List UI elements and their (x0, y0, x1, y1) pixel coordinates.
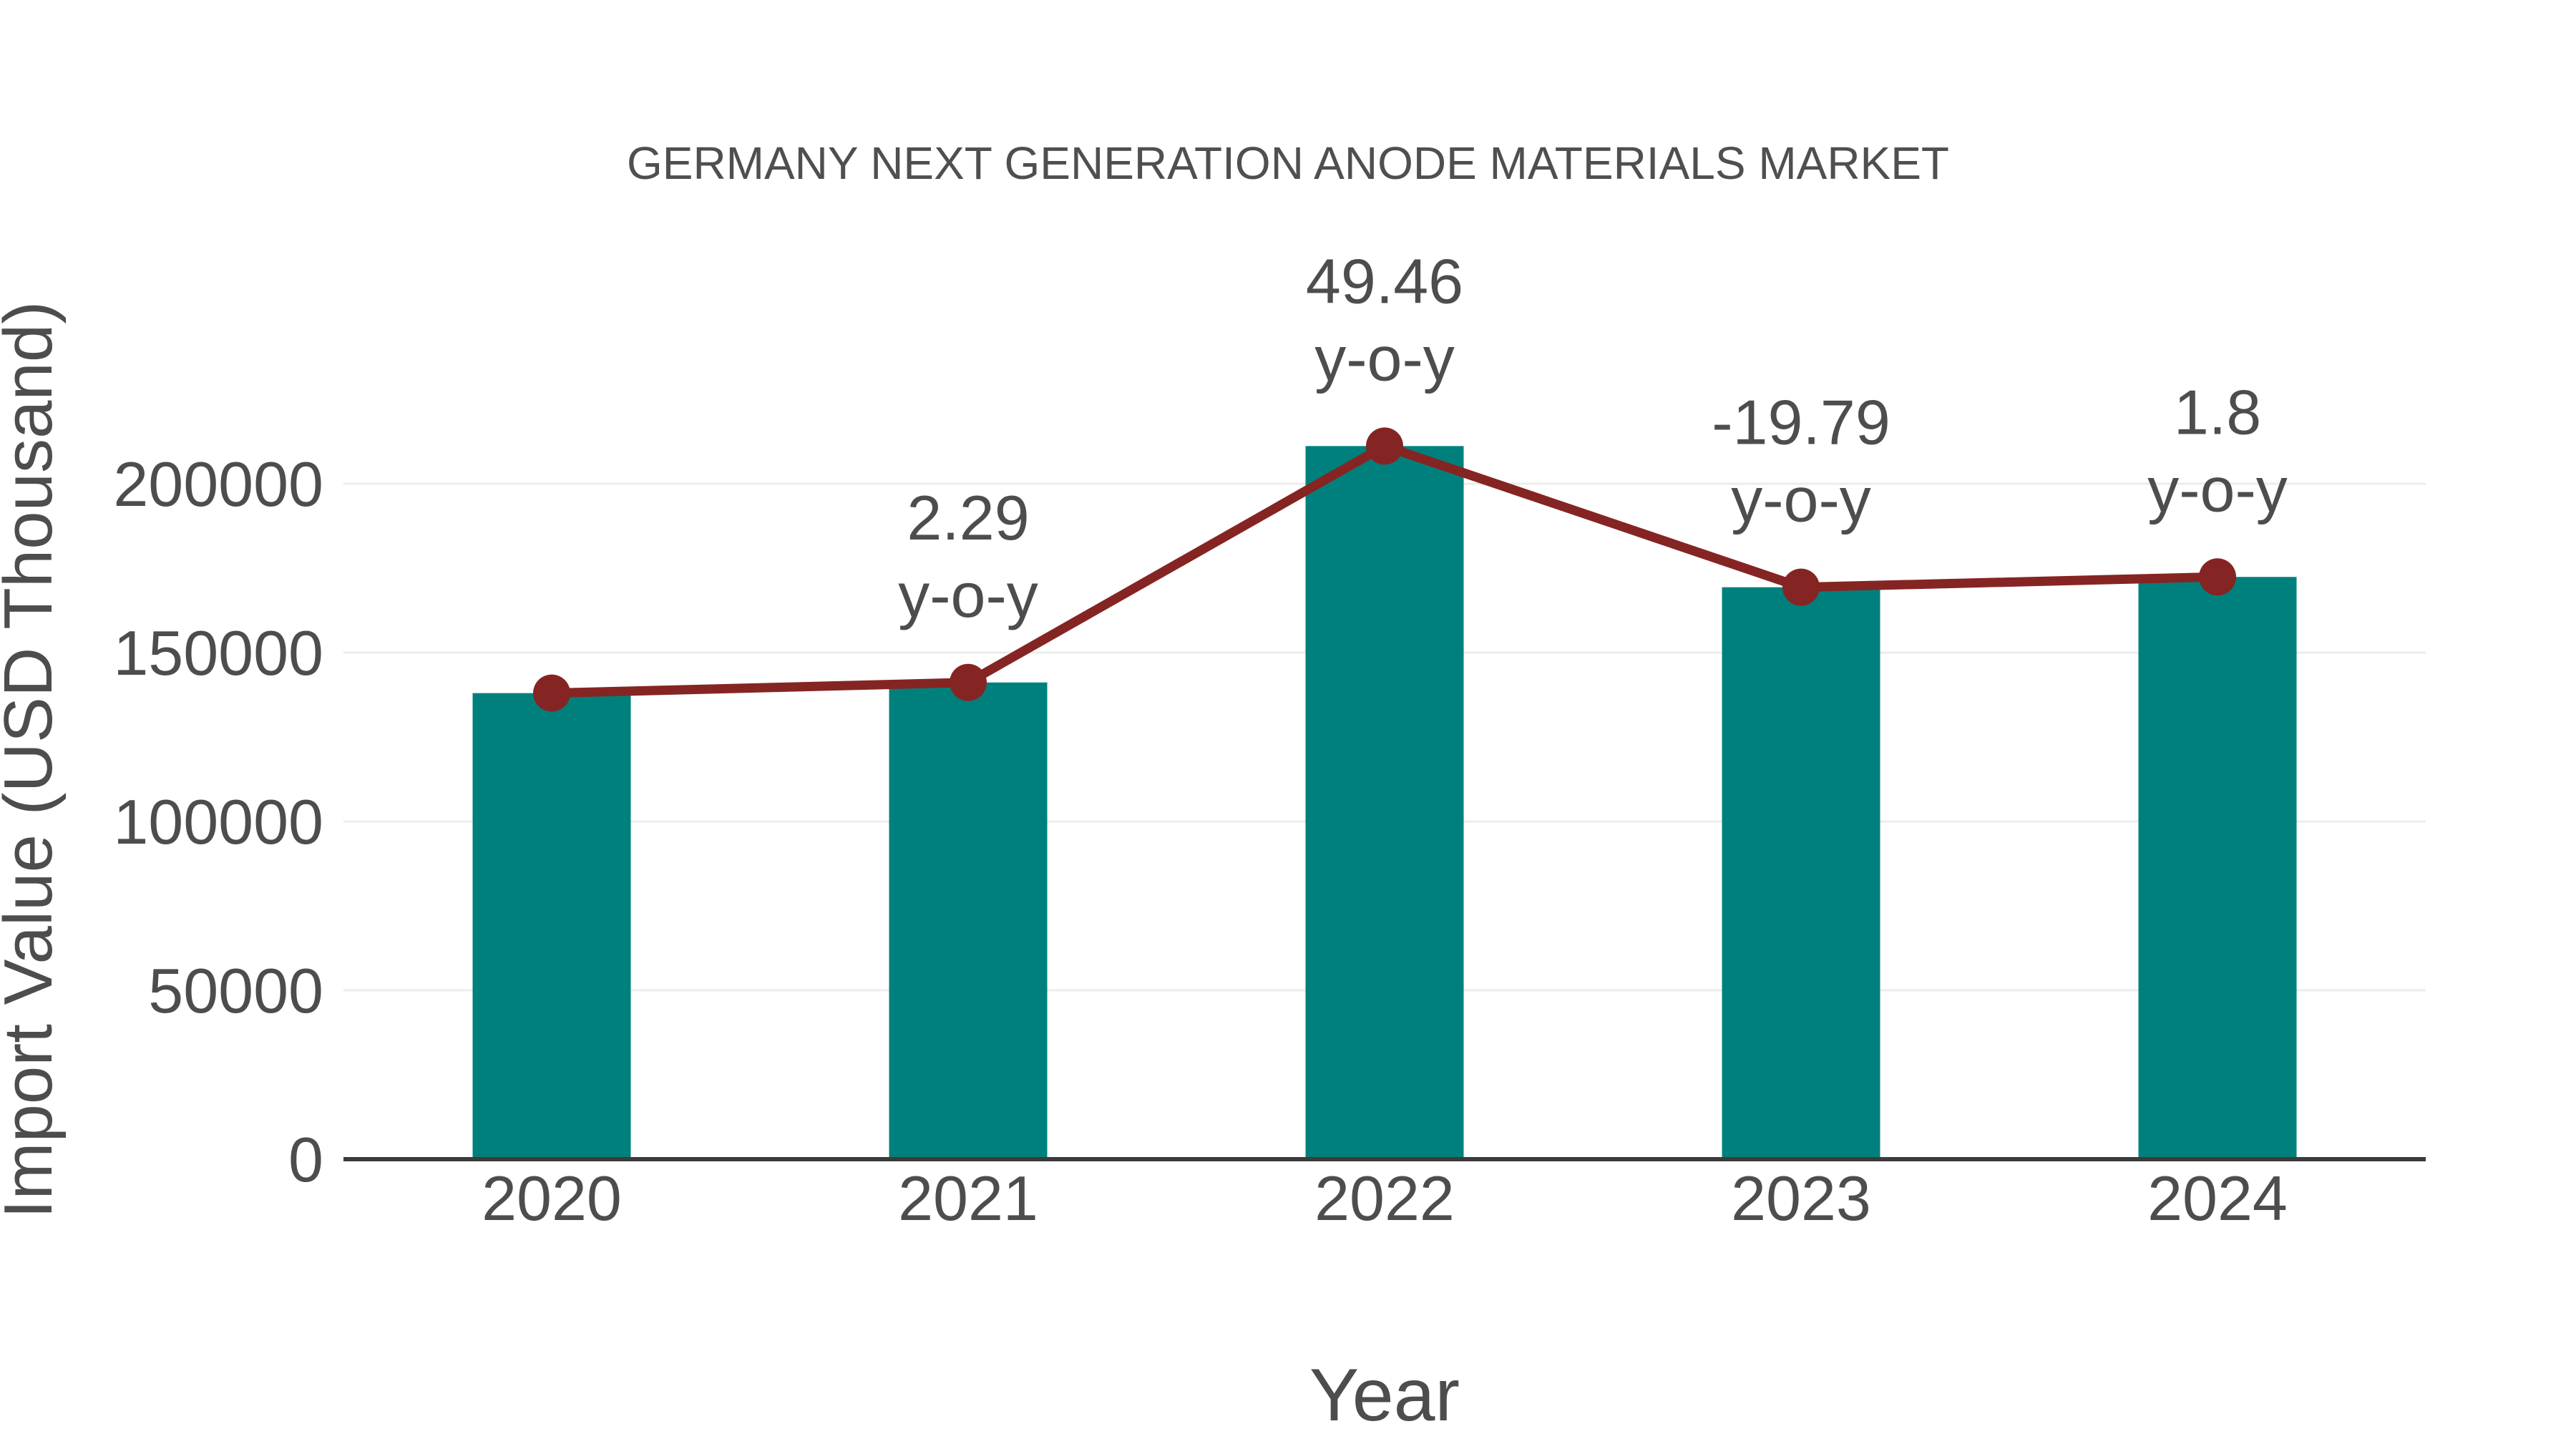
y-tick-label-100000: 100000 (113, 786, 323, 857)
marker-2021 (950, 663, 987, 701)
yoy-suffix-2021: y-o-y (898, 560, 1038, 630)
y-tick-label-150000: 150000 (113, 618, 323, 688)
line-series (533, 427, 2236, 712)
yoy-annotations: 2.29y-o-y49.46y-o-y-19.79y-o-y1.8y-o-y (898, 245, 2288, 630)
yoy-suffix-2024: y-o-y (2147, 454, 2288, 525)
y-axis-title: Import Value (USD Thousand) (0, 301, 67, 1219)
yoy-value-2024: 1.8 (2174, 376, 2261, 447)
y-tick-label-0: 0 (288, 1124, 323, 1195)
bar-2022 (1305, 446, 1464, 1159)
x-tick-label-2022: 2022 (1314, 1163, 1455, 1234)
x-tick-label-2021: 2021 (898, 1163, 1038, 1234)
x-tick-label-2024: 2024 (2147, 1163, 2288, 1234)
y-tick-label-50000: 50000 (148, 955, 323, 1026)
x-tick-label-2020: 2020 (482, 1163, 622, 1234)
yoy-value-2022: 49.46 (1306, 245, 1463, 316)
y-tick-label-200000: 200000 (113, 449, 323, 519)
yoy-value-2021: 2.29 (907, 482, 1029, 553)
bar-2021 (889, 682, 1048, 1159)
yoy-suffix-2022: y-o-y (1314, 323, 1455, 394)
marker-2020 (533, 674, 570, 712)
chart-title: GERMANY NEXT GENERATION ANODE MATERIALS … (627, 137, 1949, 189)
marker-2023 (1782, 568, 1820, 606)
yoy-value-2023: -19.79 (1712, 387, 1890, 458)
x-axis-title: Year (1309, 1354, 1460, 1437)
x-tick-label-2023: 2023 (1731, 1163, 1871, 1234)
marker-2022 (1366, 427, 1403, 465)
y-axis-tick-labels: 0 50000 100000 150000 200000 (113, 449, 323, 1195)
marker-2024 (2199, 558, 2236, 596)
bar-series (472, 446, 2297, 1159)
bar-2023 (1722, 587, 1880, 1159)
bar-2020 (472, 693, 631, 1159)
bar-2024 (2138, 577, 2297, 1159)
yoy-suffix-2023: y-o-y (1731, 464, 1871, 535)
x-axis-tick-labels: 2020 2021 2022 2023 2024 (482, 1163, 2288, 1234)
